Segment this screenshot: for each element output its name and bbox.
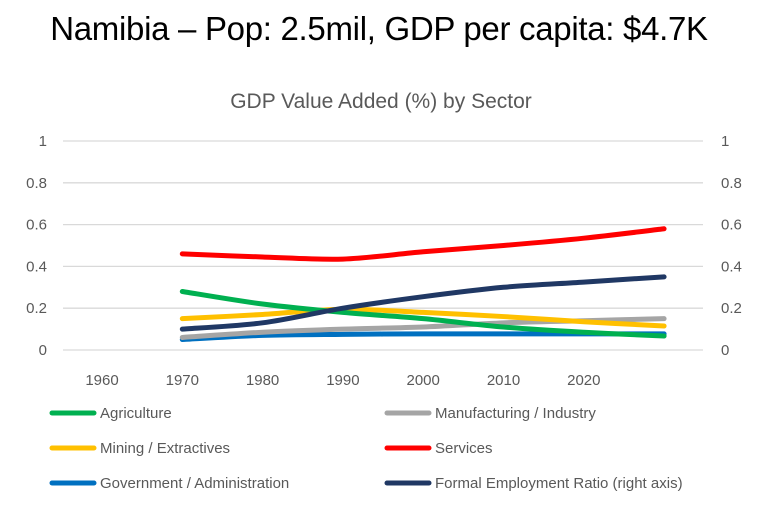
legend-item-government-administration: Government / Administration bbox=[49, 475, 289, 492]
series-line-services bbox=[179, 226, 667, 262]
y-axis-right: 0 0.2 0.4 0.6 0.8 1 bbox=[721, 133, 742, 359]
x-tick-label: 2020 bbox=[567, 372, 600, 389]
x-tick-label: 1990 bbox=[326, 372, 359, 389]
x-tick-label: 1980 bbox=[246, 372, 279, 389]
page-title: Namibia – Pop: 2.5mil, GDP per capita: $… bbox=[50, 10, 708, 47]
legend-item-services: Services bbox=[384, 440, 493, 457]
y2-tick-label: 0.6 bbox=[721, 217, 742, 234]
series-line-mining-extractives bbox=[179, 306, 667, 329]
series-line-formal-employment-ratio-right-axis bbox=[179, 274, 667, 332]
y2-tick-label: 1 bbox=[721, 133, 729, 150]
legend-item-manufacturing-industry: Manufacturing / Industry bbox=[384, 405, 596, 422]
y-tick-label: 0.2 bbox=[26, 300, 47, 317]
y-tick-label: 0.4 bbox=[26, 258, 47, 275]
x-tick-label: 2010 bbox=[487, 372, 520, 389]
y2-tick-label: 0.4 bbox=[721, 258, 742, 275]
legend-label: Formal Employment Ratio (right axis) bbox=[435, 475, 683, 492]
legend-label: Services bbox=[435, 440, 493, 457]
legend-item-mining-extractives: Mining / Extractives bbox=[49, 440, 230, 457]
y-axis-left: 0 0.2 0.4 0.6 0.8 1 bbox=[26, 133, 47, 359]
legend-label: Agriculture bbox=[100, 405, 172, 422]
legend-label: Mining / Extractives bbox=[100, 440, 230, 457]
y-tick-label: 1 bbox=[39, 133, 47, 150]
y2-tick-label: 0.2 bbox=[721, 300, 742, 317]
x-tick-label: 1960 bbox=[85, 372, 118, 389]
x-axis: 1960 1970 1980 1990 2000 2010 2020 bbox=[85, 372, 600, 389]
x-tick-label: 2000 bbox=[407, 372, 440, 389]
y2-tick-label: 0 bbox=[721, 342, 729, 359]
y-tick-label: 0 bbox=[39, 342, 47, 359]
series-line-agriculture bbox=[179, 288, 667, 339]
chart-title: GDP Value Added (%) by Sector bbox=[230, 90, 532, 113]
legend-label: Manufacturing / Industry bbox=[435, 405, 596, 422]
legend: Agriculture Manufacturing / Industry Minin… bbox=[49, 405, 683, 492]
legend-item-agriculture: Agriculture bbox=[49, 405, 172, 422]
y-tick-label: 0.8 bbox=[26, 175, 47, 192]
legend-label: Government / Administration bbox=[100, 475, 289, 492]
y2-tick-label: 0.8 bbox=[721, 175, 742, 192]
x-tick-label: 1970 bbox=[166, 372, 199, 389]
y-tick-label: 0.6 bbox=[26, 217, 47, 234]
series-lines bbox=[179, 226, 667, 343]
legend-item-formal-employment-ratio-right-axis: Formal Employment Ratio (right axis) bbox=[384, 475, 683, 492]
